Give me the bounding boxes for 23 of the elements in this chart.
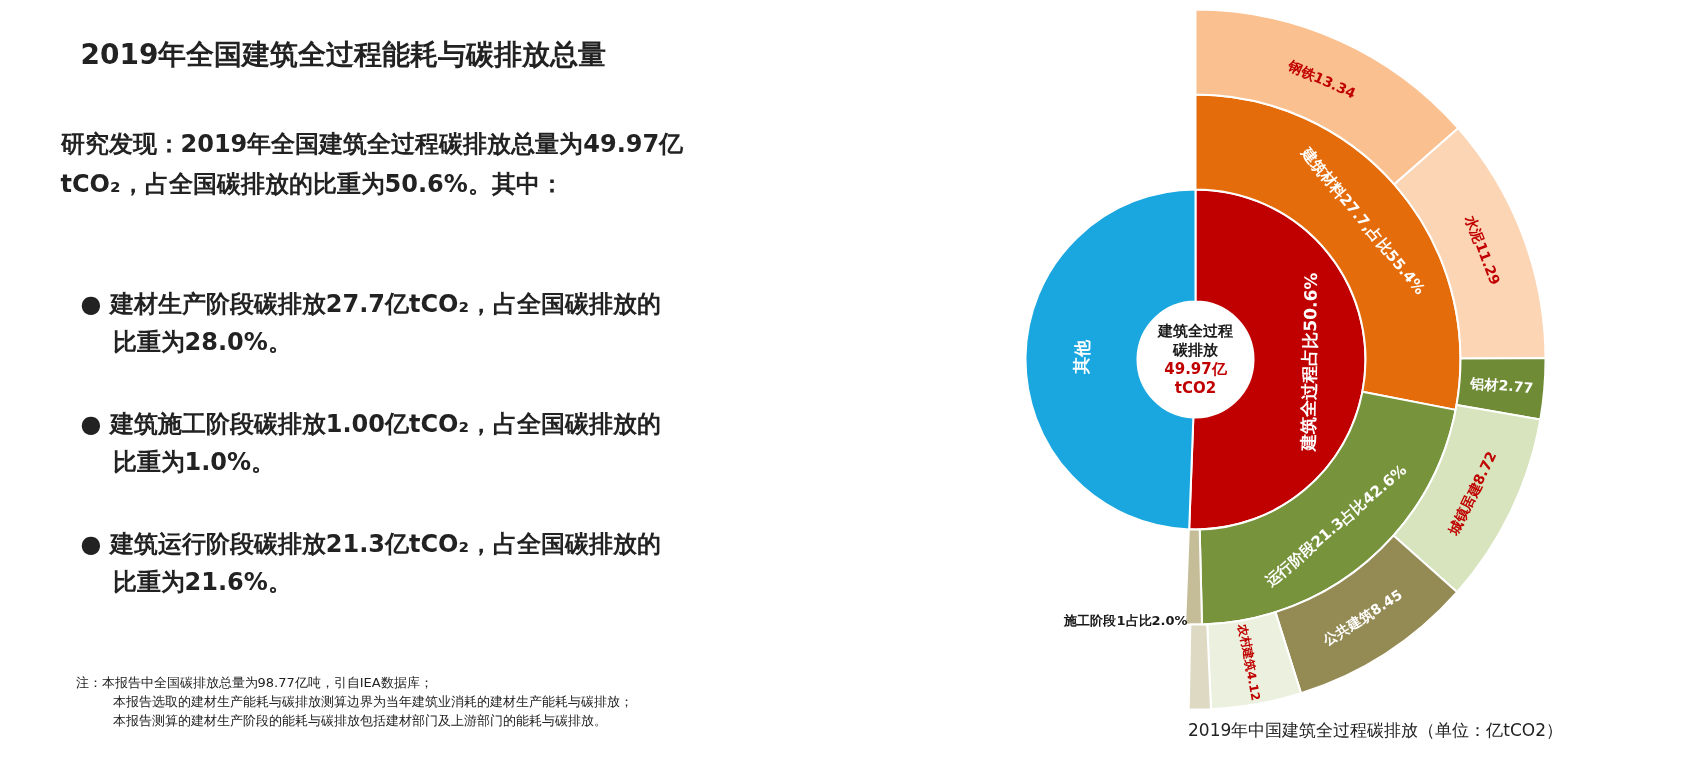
- data-label: 施工阶段1占比2.0%: [1063, 612, 1188, 628]
- text: ● 建筑施工阶段碳排放1.00亿tCO₂，占全国碳排放的: [80, 409, 662, 438]
- data-label: 其他: [1071, 339, 1092, 376]
- text: tCO₂，占全国碳排放的比重为50.6%。其中：: [60, 169, 564, 198]
- data-label: 建筑全过程占比50.6%: [1297, 272, 1322, 453]
- text: 研究发现：2019年全国建筑全过程碳排放总量为49.97亿: [59, 129, 685, 158]
- text: 建筑全过程: [1157, 322, 1233, 340]
- data-label: 城镇居建8.72: [1445, 448, 1500, 539]
- text: 49.97亿: [1164, 360, 1228, 378]
- text: 注：本报告中全国碳排放总量为98.77亿吨，引自IEA数据库；: [75, 674, 433, 690]
- text: ● 建材生产阶段碳排放27.7亿tCO₂，占全国碳排放的: [80, 289, 662, 318]
- text: 碳排放: [1172, 341, 1219, 359]
- text: 比重为21.6%。: [112, 567, 292, 596]
- text: 比重为1.0%。: [112, 447, 276, 476]
- text: tCO2: [1174, 379, 1217, 397]
- text: 2019年中国建筑全过程碳排放（单位：亿tCO2）: [1188, 719, 1563, 740]
- data-label: 铝材2.77: [1469, 374, 1534, 396]
- text: ● 建筑运行阶段碳排放21.3亿tCO₂，占全国碳排放的: [80, 529, 662, 558]
- data-label: 农村建筑4.12: [1235, 621, 1263, 702]
- text: 2019年全国建筑全过程能耗与碳排放总量: [80, 37, 607, 71]
- text: 比重为28.0%。: [112, 327, 292, 356]
- text: 本报告选取的建材生产能耗与碳排放测算边界为当年建筑业消耗的建材生产能耗与碳排放；: [112, 693, 633, 709]
- text: 本报告测算的建材生产阶段的能耗与碳排放包括建材部门及上游部门的能耗与碳排放。: [112, 712, 607, 728]
